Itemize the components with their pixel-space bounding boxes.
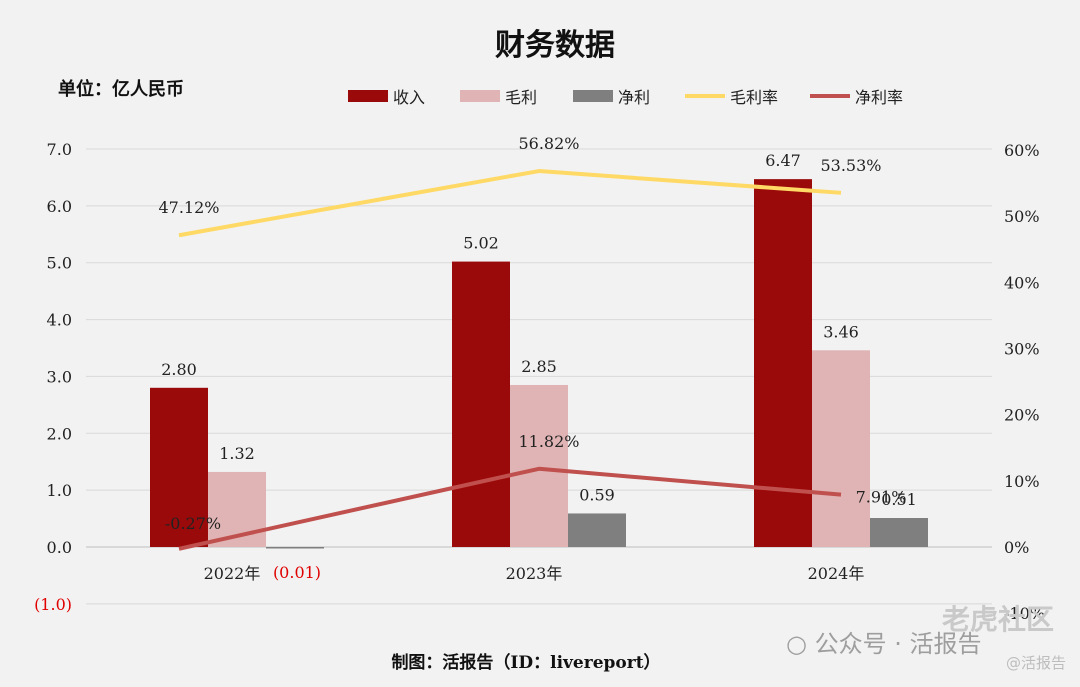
wechat-icon: ○ bbox=[786, 630, 807, 658]
legend-label-净利率: 净利率 bbox=[855, 88, 903, 107]
category-label: 2022年 bbox=[204, 564, 261, 583]
bar-label: 0.59 bbox=[579, 485, 615, 504]
left-axis-tick: 1.0 bbox=[47, 481, 72, 500]
left-axis-tick: 2.0 bbox=[47, 424, 72, 443]
lines bbox=[178, 169, 842, 551]
wechat-watermark: ○ 公众号 · 活报告 bbox=[786, 624, 981, 659]
bar-收入-2022年 bbox=[150, 387, 208, 547]
bar-净利-2022年 bbox=[266, 547, 324, 549]
line-label: 7.91% bbox=[856, 488, 907, 507]
left-axis-tick: 4.0 bbox=[47, 311, 72, 330]
bar-label: 6.47 bbox=[765, 151, 801, 170]
wechat-account: 公众号 · 活报告 bbox=[814, 630, 982, 658]
handle-watermark: @活报告 bbox=[1005, 654, 1066, 672]
right-axis-tick: 20% bbox=[1004, 406, 1040, 425]
right-axis-tick: 40% bbox=[1004, 273, 1040, 292]
data-labels: 2.80 5.02 6.47 1.32 2.85 3.46 (0.01) 0.59 0.51 47… bbox=[158, 134, 916, 582]
bar-毛利-2023年 bbox=[510, 384, 568, 547]
right-axis-tick: -10% bbox=[1004, 604, 1045, 623]
legend-swatch-净利 bbox=[573, 90, 613, 102]
right-axis-tick: 60% bbox=[1004, 141, 1040, 160]
left-axis-ticks: (1.0) 0.0 1.0 2.0 3.0 4.0 5.0 6.0 7.0 bbox=[34, 140, 72, 614]
bar-净利-2024年 bbox=[870, 518, 928, 547]
bar-收入-2023年 bbox=[452, 261, 510, 547]
line-label: 47.12% bbox=[158, 198, 219, 217]
left-axis-tick: 6.0 bbox=[47, 197, 72, 216]
bar-label: 1.32 bbox=[219, 444, 255, 463]
chart-footer: 制图：活报告（ID：livereport） bbox=[391, 652, 660, 673]
category-label: 2023年 bbox=[506, 564, 563, 583]
right-axis-tick: 50% bbox=[1004, 207, 1040, 226]
bar-收入-2024年 bbox=[754, 179, 812, 548]
bar-label: 2.85 bbox=[521, 357, 557, 376]
legend: 收入 毛利 净利 毛利率 净利率 bbox=[348, 88, 903, 107]
left-axis-tick: 3.0 bbox=[47, 367, 72, 386]
legend-swatch-毛利 bbox=[460, 90, 500, 102]
left-axis-tick: 7.0 bbox=[47, 140, 72, 159]
left-axis-tick: (1.0) bbox=[34, 595, 72, 614]
legend-label-收入: 收入 bbox=[393, 88, 425, 107]
legend-label-毛利率: 毛利率 bbox=[730, 88, 778, 107]
line-毛利率 bbox=[178, 169, 842, 238]
unit-label: 单位：亿人民币 bbox=[58, 78, 184, 100]
right-axis-tick: 10% bbox=[1004, 472, 1040, 491]
line-label: 11.82% bbox=[518, 432, 579, 451]
category-labels: 2022年 2023年 2024年 bbox=[204, 564, 865, 583]
bar-label: 2.80 bbox=[161, 360, 197, 379]
chart-title: 财务数据 bbox=[495, 28, 615, 63]
legend-label-毛利: 毛利 bbox=[505, 88, 537, 107]
right-axis-ticks: -10% 0% 10% 20% 30% 40% 50% 60% bbox=[1004, 141, 1045, 623]
bar-label: 0.51 bbox=[881, 490, 917, 509]
bar-净利-2023年 bbox=[568, 513, 626, 547]
right-axis-tick: 30% bbox=[1004, 340, 1040, 359]
bar-label: 3.46 bbox=[823, 322, 859, 341]
right-axis-tick: 0% bbox=[1004, 538, 1029, 557]
left-axis-tick: 5.0 bbox=[47, 254, 72, 273]
line-label: -0.27% bbox=[165, 514, 221, 533]
legend-label-净利: 净利 bbox=[618, 88, 650, 107]
category-label: 2024年 bbox=[808, 564, 865, 583]
brand-watermark: 老虎社区 bbox=[941, 603, 1054, 636]
bar-毛利-2024年 bbox=[812, 350, 870, 547]
line-label: 56.82% bbox=[518, 134, 579, 153]
bar-label: (0.01) bbox=[273, 563, 321, 582]
legend-swatch-收入 bbox=[348, 90, 388, 102]
bars bbox=[150, 179, 928, 549]
left-axis-tick: 0.0 bbox=[47, 538, 72, 557]
line-净利率 bbox=[178, 466, 842, 551]
bar-label: 5.02 bbox=[463, 234, 499, 253]
line-label: 53.53% bbox=[820, 156, 881, 175]
